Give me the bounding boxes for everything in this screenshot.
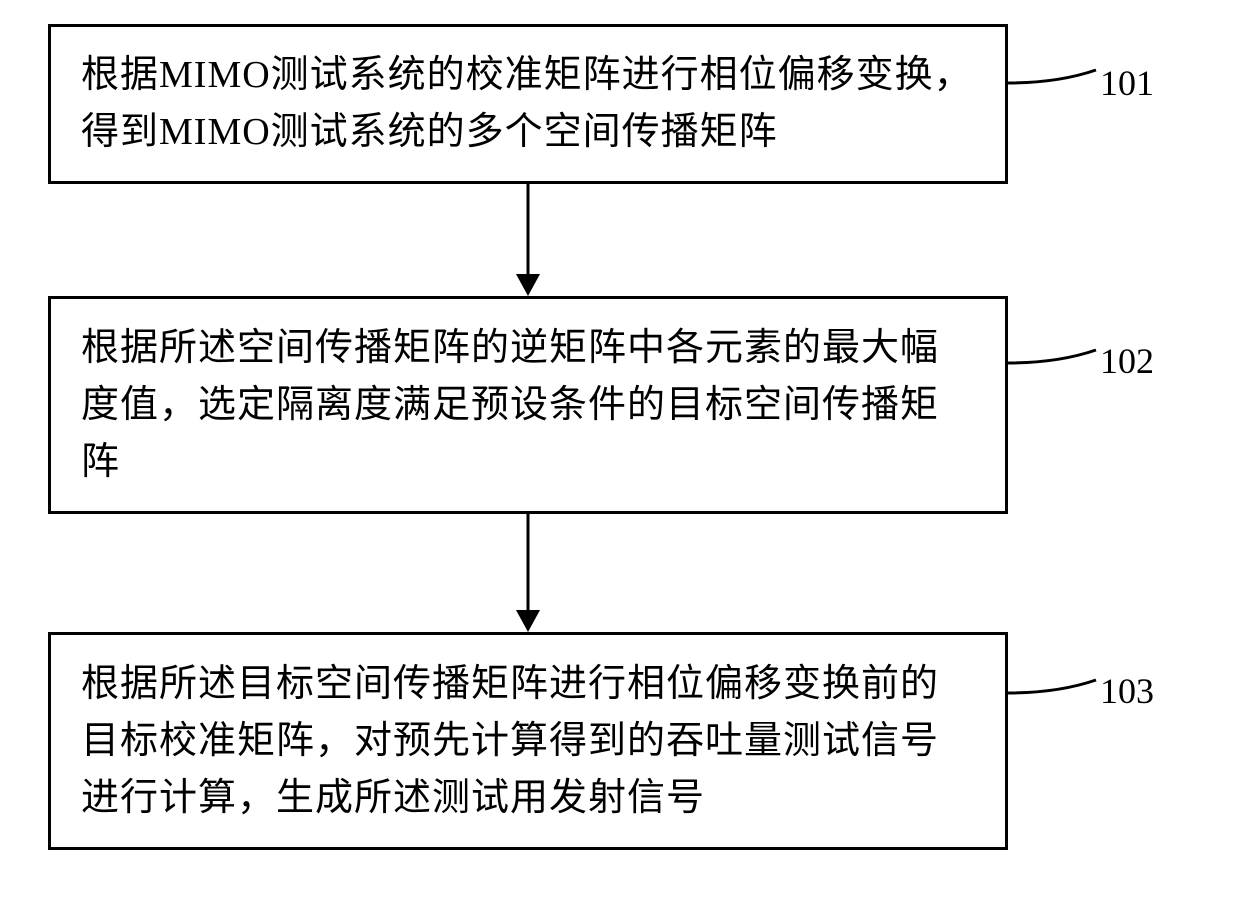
step-label-101: 101 bbox=[1100, 62, 1154, 104]
flow-step-1-text: 根据MIMO测试系统的校准矩阵进行相位偏移变换，得到MIMO测试系统的多个空间传… bbox=[81, 47, 975, 161]
flow-step-2: 根据所述空间传播矩阵的逆矩阵中各元素的最大幅度值，选定隔离度满足预设条件的目标空… bbox=[48, 296, 1008, 514]
flowchart-canvas: 根据MIMO测试系统的校准矩阵进行相位偏移变换，得到MIMO测试系统的多个空间传… bbox=[0, 0, 1240, 912]
arrow-2-3-line bbox=[527, 514, 530, 612]
flow-step-1: 根据MIMO测试系统的校准矩阵进行相位偏移变换，得到MIMO测试系统的多个空间传… bbox=[48, 24, 1008, 184]
connector-1 bbox=[1008, 55, 1103, 95]
flow-step-2-text: 根据所述空间传播矩阵的逆矩阵中各元素的最大幅度值，选定隔离度满足预设条件的目标空… bbox=[81, 320, 975, 491]
connector-3 bbox=[1008, 665, 1103, 705]
connector-2 bbox=[1008, 335, 1103, 375]
step-label-102: 102 bbox=[1100, 340, 1154, 382]
arrow-1-2-line bbox=[527, 184, 530, 276]
step-label-103: 103 bbox=[1100, 670, 1154, 712]
flow-step-3-text: 根据所述目标空间传播矩阵进行相位偏移变换前的目标校准矩阵，对预先计算得到的吞吐量… bbox=[81, 656, 975, 827]
flow-step-3: 根据所述目标空间传播矩阵进行相位偏移变换前的目标校准矩阵，对预先计算得到的吞吐量… bbox=[48, 632, 1008, 850]
arrow-2-3-head bbox=[516, 610, 540, 632]
arrow-1-2-head bbox=[516, 274, 540, 296]
